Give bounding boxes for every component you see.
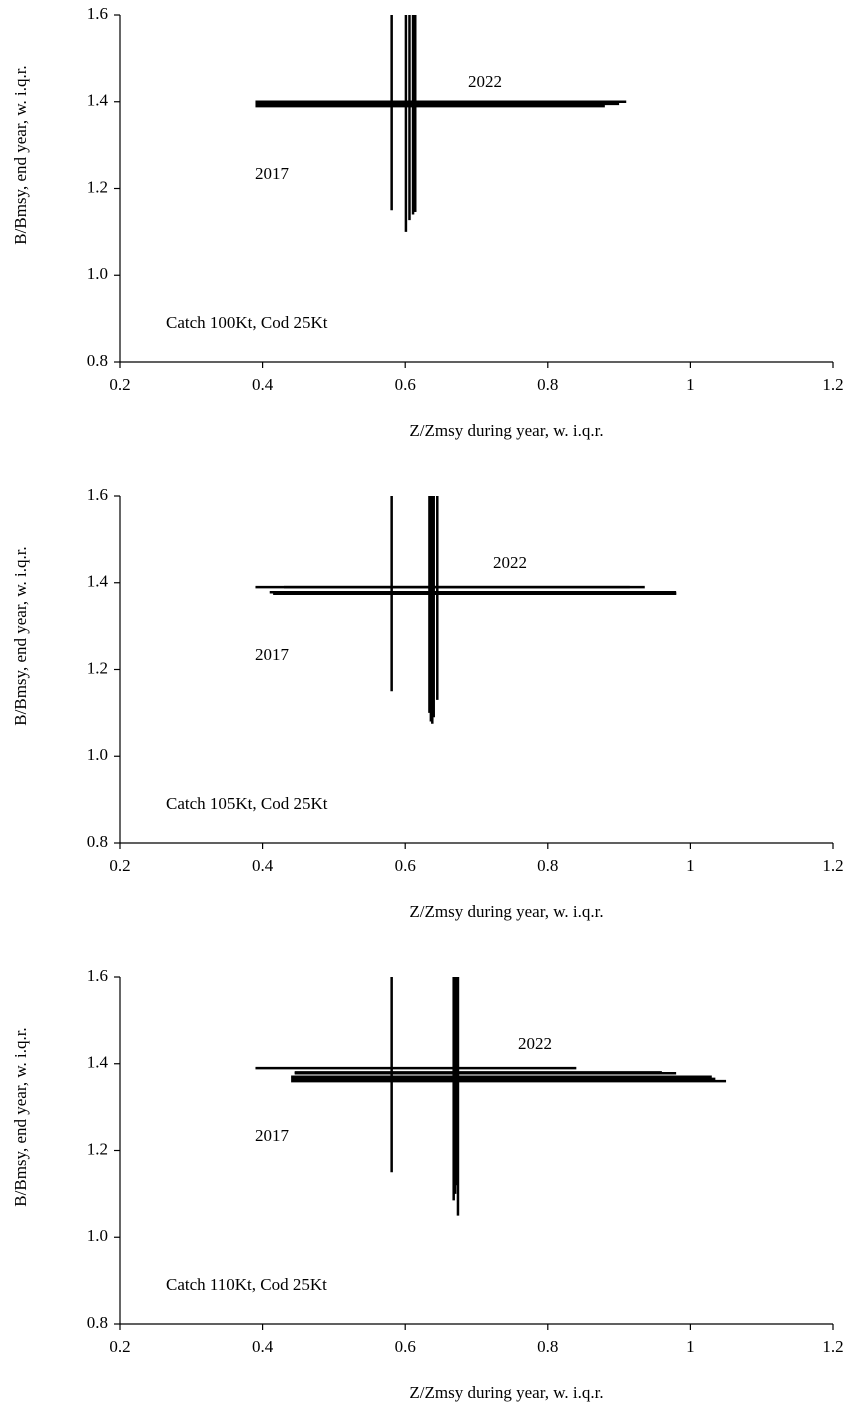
point-label: 2017	[255, 164, 290, 183]
x-tick-label: 0.8	[537, 856, 558, 875]
y-tick-label: 1.6	[87, 966, 108, 985]
x-tick-label: 1.2	[822, 856, 843, 875]
x-tick-label: 0.8	[537, 1337, 558, 1356]
x-tick-label: 0.4	[252, 856, 274, 875]
y-tick-label: 1.0	[87, 264, 108, 283]
x-tick-label: 0.2	[109, 375, 130, 394]
x-tick-label: 0.2	[109, 856, 130, 875]
y-tick-label: 1.0	[87, 745, 108, 764]
panel: 0.8 1.0 1.2 1.4 1.6 0.2 0.4 0.6 0.8 1 1.2 Z/Zmsy du…	[11, 966, 844, 1402]
y-tick-label: 1.2	[87, 658, 108, 677]
panel: 0.8 1.0 1.2 1.4 1.6 0.2 0.4 0.6 0.8 1 1.2 Z/Zmsy du…	[11, 485, 844, 921]
x-tick-label: 0.4	[252, 375, 274, 394]
x-tick-label: 0.8	[537, 375, 558, 394]
y-axis-title: B/Bmsy, end year, w. i.q.r.	[11, 65, 30, 244]
y-tick-label: 1.6	[87, 485, 108, 504]
y-axis-title: B/Bmsy, end year, w. i.q.r.	[11, 1027, 30, 1206]
panel-note: Catch 110Kt, Cod 25Kt	[166, 1275, 327, 1294]
x-tick-label: 1	[686, 856, 695, 875]
y-tick-label: 1.4	[87, 91, 109, 110]
point-label: 2017	[255, 645, 290, 664]
x-tick-label: 0.2	[109, 1337, 130, 1356]
x-tick-label: 0.6	[395, 375, 416, 394]
y-tick-label: 0.8	[87, 832, 108, 851]
y-tick-label: 1.4	[87, 1053, 109, 1072]
x-axis-title: Z/Zmsy during year, w. i.q.r.	[409, 902, 603, 921]
point-label: 2017	[255, 1126, 290, 1145]
point-label: 2022	[518, 1034, 552, 1053]
panel: 0.8 1.0 1.2 1.4 1.6 0.2 0.4 0.6 0.8 1 1.2 Z/Zmsy du…	[11, 4, 844, 440]
x-tick-label: 1	[686, 1337, 695, 1356]
panel-note: Catch 100Kt, Cod 25Kt	[166, 313, 328, 332]
y-tick-label: 0.8	[87, 1313, 108, 1332]
x-axis-title: Z/Zmsy during year, w. i.q.r.	[409, 421, 603, 440]
y-tick-label: 0.8	[87, 351, 108, 370]
x-axis-title: Z/Zmsy during year, w. i.q.r.	[409, 1383, 603, 1402]
y-tick-label: 1.4	[87, 572, 109, 591]
y-tick-label: 1.2	[87, 1139, 108, 1158]
y-tick-label: 1.2	[87, 177, 108, 196]
point-label: 2022	[468, 72, 502, 91]
y-tick-label: 1.0	[87, 1226, 108, 1245]
point-label: 2022	[493, 553, 527, 572]
panel-note: Catch 105Kt, Cod 25Kt	[166, 794, 328, 813]
x-tick-label: 0.6	[395, 1337, 416, 1356]
x-tick-label: 1	[686, 375, 695, 394]
x-tick-label: 0.6	[395, 856, 416, 875]
y-axis-title: B/Bmsy, end year, w. i.q.r.	[11, 546, 30, 725]
y-tick-label: 1.6	[87, 4, 108, 23]
x-tick-label: 1.2	[822, 375, 843, 394]
x-tick-label: 1.2	[822, 1337, 843, 1356]
x-tick-label: 0.4	[252, 1337, 274, 1356]
